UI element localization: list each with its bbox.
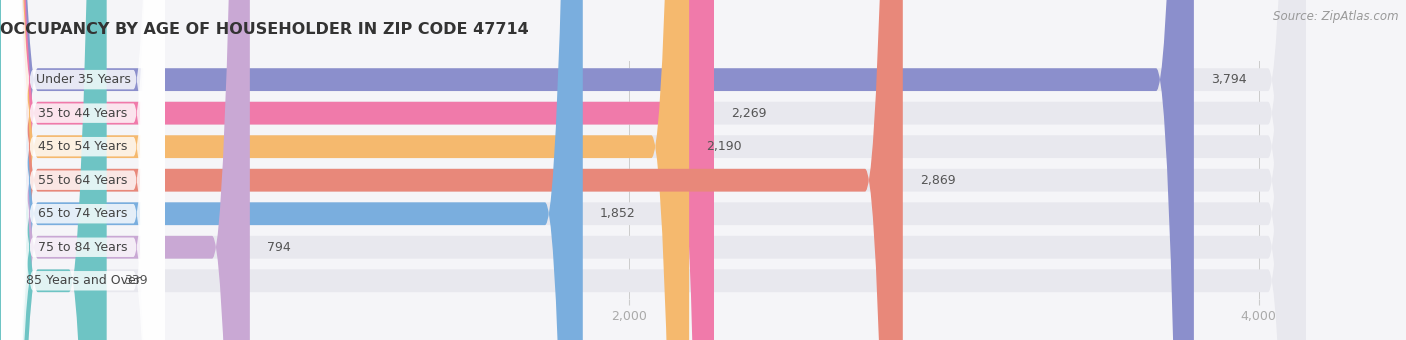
Text: 65 to 74 Years: 65 to 74 Years bbox=[38, 207, 128, 220]
FancyBboxPatch shape bbox=[1, 0, 165, 340]
Text: 35 to 44 Years: 35 to 44 Years bbox=[38, 107, 128, 120]
Text: 55 to 64 Years: 55 to 64 Years bbox=[38, 174, 128, 187]
Text: OCCUPANCY BY AGE OF HOUSEHOLDER IN ZIP CODE 47714: OCCUPANCY BY AGE OF HOUSEHOLDER IN ZIP C… bbox=[0, 22, 529, 37]
FancyBboxPatch shape bbox=[0, 0, 1306, 340]
Text: 45 to 54 Years: 45 to 54 Years bbox=[38, 140, 128, 153]
Text: 75 to 84 Years: 75 to 84 Years bbox=[38, 241, 128, 254]
FancyBboxPatch shape bbox=[0, 0, 250, 340]
Text: 2,269: 2,269 bbox=[731, 107, 766, 120]
FancyBboxPatch shape bbox=[1, 0, 165, 340]
FancyBboxPatch shape bbox=[0, 0, 107, 340]
Text: 85 Years and Over: 85 Years and Over bbox=[25, 274, 141, 287]
FancyBboxPatch shape bbox=[0, 0, 689, 340]
FancyBboxPatch shape bbox=[0, 0, 1194, 340]
FancyBboxPatch shape bbox=[0, 0, 1306, 340]
Text: 2,190: 2,190 bbox=[706, 140, 742, 153]
FancyBboxPatch shape bbox=[0, 0, 714, 340]
FancyBboxPatch shape bbox=[0, 0, 1306, 340]
FancyBboxPatch shape bbox=[1, 0, 165, 340]
Text: 2,869: 2,869 bbox=[920, 174, 956, 187]
Text: Source: ZipAtlas.com: Source: ZipAtlas.com bbox=[1274, 10, 1399, 23]
Text: 794: 794 bbox=[267, 241, 291, 254]
FancyBboxPatch shape bbox=[0, 0, 903, 340]
FancyBboxPatch shape bbox=[0, 0, 1306, 340]
FancyBboxPatch shape bbox=[0, 0, 1306, 340]
FancyBboxPatch shape bbox=[0, 0, 1306, 340]
Text: 3,794: 3,794 bbox=[1211, 73, 1247, 86]
FancyBboxPatch shape bbox=[1, 0, 165, 340]
FancyBboxPatch shape bbox=[1, 0, 165, 340]
FancyBboxPatch shape bbox=[1, 0, 165, 340]
FancyBboxPatch shape bbox=[1, 0, 165, 340]
Text: Under 35 Years: Under 35 Years bbox=[35, 73, 131, 86]
FancyBboxPatch shape bbox=[0, 0, 582, 340]
Text: 1,852: 1,852 bbox=[600, 207, 636, 220]
FancyBboxPatch shape bbox=[0, 0, 1306, 340]
Text: 339: 339 bbox=[124, 274, 148, 287]
